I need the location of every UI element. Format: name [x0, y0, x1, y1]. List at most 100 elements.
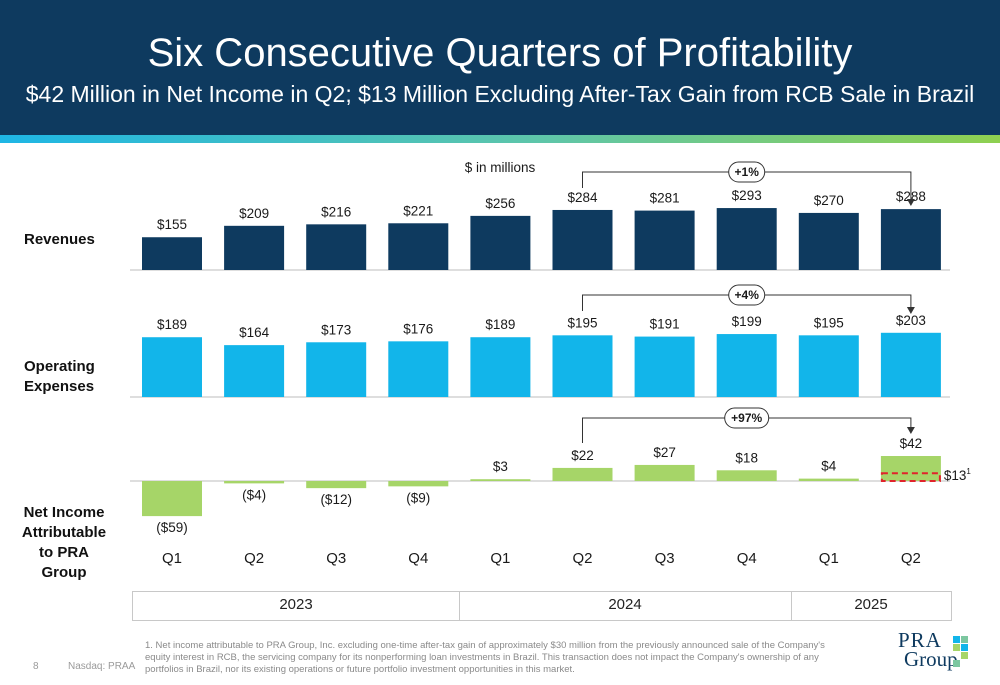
- net-income-bar: [142, 481, 202, 517]
- revenue-value-label: $209: [239, 206, 269, 221]
- row-label-line: Expenses: [24, 378, 95, 395]
- revenue-bar: [552, 209, 613, 270]
- quarter-label: Q3: [655, 550, 675, 567]
- net-income-bar: [552, 467, 613, 481]
- net-income-change-label: +97%: [731, 411, 762, 425]
- logo-text-group: Group: [904, 647, 958, 671]
- opex-value-label: $191: [650, 317, 680, 332]
- revenue-bar: [798, 212, 859, 270]
- opex-bar: [224, 345, 285, 397]
- quarter-label: Q1: [819, 550, 839, 567]
- quarter-label: Q1: [490, 550, 510, 567]
- net-income-value-label: $42: [900, 436, 923, 451]
- net-income-bar: [716, 470, 777, 481]
- net-income-bar: [634, 464, 695, 481]
- opex-value-label: $195: [567, 315, 597, 330]
- revenue-change-label: +1%: [735, 165, 760, 179]
- opex-arrowhead-icon: [906, 307, 915, 314]
- footnote-marker: 1: [966, 467, 971, 476]
- net-income-value-label: $18: [735, 450, 758, 465]
- opex-value-label: $195: [814, 315, 844, 330]
- opex-change-label: +4%: [735, 288, 760, 302]
- row-label-operating-expenses: Operating Expenses: [24, 357, 95, 397]
- opex-change-badge: [728, 284, 766, 306]
- page-subtitle: $42 Million in Net Income in Q2; $13 Mil…: [25, 81, 975, 107]
- logo-squares-icon: [953, 636, 968, 667]
- net-income-bar: [224, 481, 285, 484]
- year-divider: [791, 592, 792, 620]
- opex-value-label: $189: [157, 317, 187, 332]
- net-income-value-label: ($9): [406, 490, 430, 505]
- opex-value-label: $176: [403, 321, 433, 336]
- row-label-line: Operating: [24, 358, 95, 375]
- revenue-value-label: $270: [814, 193, 844, 208]
- title-banner: [0, 0, 1000, 135]
- row-label-line: Net Income: [23, 504, 105, 521]
- row-label-line: Group: [41, 564, 87, 581]
- revenue-bar: [224, 225, 285, 270]
- adjusted-net-income-outline: [880, 472, 941, 483]
- year-axis: 2023 2024 2025: [132, 591, 952, 621]
- quarter-label: Q2: [572, 550, 592, 567]
- net-income-bar: [388, 481, 449, 487]
- revenue-bar: [388, 223, 449, 270]
- opex-value-label: $164: [239, 325, 270, 340]
- row-label-line: to PRA: [39, 544, 89, 561]
- net-income-bar: [798, 478, 859, 481]
- net-income-value-label: ($59): [156, 520, 188, 535]
- net-income-value-label: ($4): [242, 487, 266, 502]
- logo-text-pra: PRA: [898, 628, 942, 652]
- quarter-label: Q3: [326, 550, 346, 567]
- revenue-value-label: $256: [485, 196, 515, 211]
- unit-note: $ in millions: [465, 160, 536, 175]
- quarter-label: Q4: [408, 550, 428, 567]
- quarter-label: Q1: [162, 550, 182, 567]
- revenue-bar: [716, 208, 777, 270]
- opex-bar: [880, 332, 941, 397]
- opex-bar: [716, 334, 777, 397]
- row-label-revenues: Revenues: [24, 231, 95, 248]
- revenue-bar: [634, 210, 695, 270]
- year-label-2025: 2025: [854, 596, 888, 613]
- net-income-bar: [470, 479, 531, 481]
- opex-bar: [306, 342, 367, 397]
- revenue-value-label: $281: [650, 191, 680, 206]
- page-title: Six Consecutive Quarters of Profitabilit…: [147, 31, 853, 75]
- opex-bar: [634, 336, 695, 397]
- net-income-arrowhead-icon: [906, 427, 915, 434]
- adjusted-net-income-label: $131: [944, 467, 972, 483]
- revenue-bar: [142, 237, 202, 270]
- opex-bar: [798, 335, 859, 397]
- net-income-value-label: ($12): [320, 492, 352, 507]
- pra-group-logo: PRA Group: [898, 630, 970, 672]
- accent-gradient-bar: [0, 135, 1000, 143]
- net-income-bar: [880, 456, 941, 481]
- opex-bar: [552, 335, 613, 397]
- revenue-value-label: $155: [157, 217, 187, 232]
- net-income-change-badge: [724, 407, 770, 429]
- revenue-bar: [880, 209, 941, 270]
- opex-value-label: $203: [896, 313, 926, 328]
- opex-value-label: $173: [321, 322, 351, 337]
- quarter-label: Q2: [901, 550, 921, 567]
- year-divider: [459, 592, 460, 620]
- ticker-symbol: Nasdaq: PRAA: [68, 661, 136, 672]
- revenue-value-label: $216: [321, 204, 351, 219]
- row-label-line: Attributable: [21, 524, 107, 541]
- net-income-value-label: $27: [653, 445, 676, 460]
- revenue-value-label: $293: [732, 188, 762, 203]
- opex-value-label: $189: [485, 317, 515, 332]
- opex-bar: [470, 337, 531, 397]
- net-income-value-label: $3: [493, 459, 508, 474]
- year-label-2024: 2024: [608, 596, 642, 613]
- revenue-value-label: $284: [567, 190, 598, 205]
- opex-bar: [142, 337, 202, 397]
- year-label-2023: 2023: [279, 596, 313, 613]
- revenue-arrowhead-icon: [906, 199, 915, 206]
- net-income-value-label: $22: [571, 448, 594, 463]
- revenue-change-badge: [728, 161, 766, 183]
- net-income-value-label: $4: [821, 459, 837, 474]
- revenue-bar: [306, 224, 367, 270]
- quarter-label: Q4: [737, 550, 757, 567]
- quarter-label: Q2: [244, 550, 264, 567]
